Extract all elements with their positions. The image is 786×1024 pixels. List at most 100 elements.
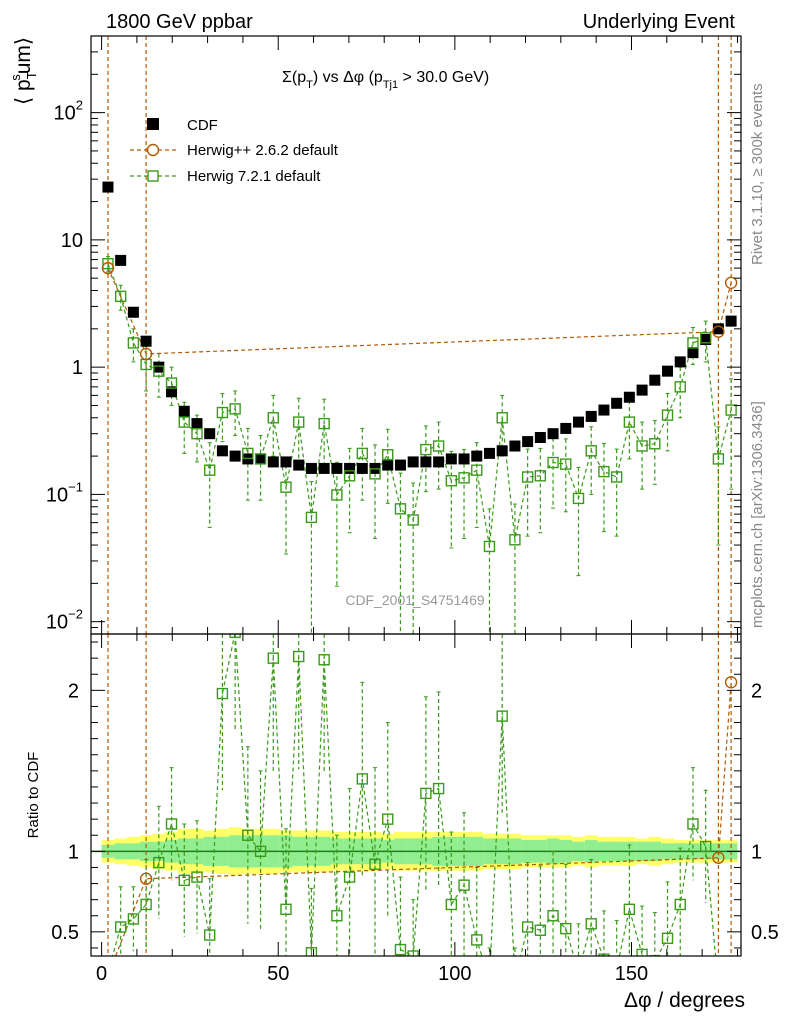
- cdf-data-point: [534, 431, 546, 443]
- herwig7-ratio-point: [484, 975, 494, 985]
- cdf-data-point: [509, 440, 521, 452]
- herwig7-point: [229, 403, 241, 415]
- herwig7-point: [687, 337, 699, 349]
- herwig7-point: [102, 257, 114, 270]
- herwig7-point: [420, 443, 432, 456]
- ratio-y-tick-label: 1: [68, 841, 79, 863]
- herwig7-ratio-point: [178, 874, 190, 887]
- cdf-data-point: [115, 254, 127, 266]
- herwig7-ratio-point: [636, 948, 648, 956]
- herwig7-point: [521, 471, 534, 483]
- herwig7-ratio-point: [649, 955, 661, 956]
- herwig7-point: [318, 417, 330, 430]
- herwig7-ratio-point: [534, 924, 547, 936]
- herwig7-ratio-point: [382, 813, 394, 825]
- cdf-data-point: [674, 356, 686, 368]
- herwig7-ratio-point: [598, 953, 610, 956]
- herwigpp-point: [101, 261, 115, 275]
- herwig7-point: [610, 471, 623, 483]
- herwig7-ratio-point: [140, 898, 152, 911]
- ratio-y-tick-label: 0.5: [51, 922, 79, 944]
- main-clipped-content: [101, 36, 738, 634]
- cdf-data-point: [649, 374, 661, 386]
- cdf-data-point: [458, 453, 470, 465]
- tick-base: 10: [46, 612, 68, 634]
- herwig7-point: [280, 481, 292, 493]
- main-ylabel-sub: T: [24, 71, 39, 79]
- cdf-data-point: [700, 333, 712, 345]
- x-axis-title: Δφ / degrees: [624, 989, 745, 1012]
- cdf-data-point: [204, 428, 216, 440]
- cdf-data-point: [420, 456, 432, 468]
- tick-exponent: 2: [76, 98, 83, 113]
- main-title: Σ(pT) vs Δφ (pTj1 > 30.0 GeV): [282, 69, 489, 91]
- herwig7-point: [636, 440, 648, 452]
- ratio-y-tick-label-right: 0.5: [751, 922, 779, 944]
- ratio-clipped-content: [91, 634, 741, 985]
- header-right: Underlying Event: [583, 11, 736, 33]
- cdf-data-point: [598, 404, 610, 416]
- header-left: 1800 GeV ppbar: [106, 11, 253, 33]
- herwig7-point: [445, 475, 458, 487]
- herwig7-ratio-point: [242, 829, 254, 841]
- main-y-tick-label: 10−1: [46, 479, 83, 506]
- cdf-data-point: [522, 436, 534, 448]
- main-y-tick-label: 10: [61, 230, 83, 252]
- herwig7-point: [458, 472, 470, 484]
- herwig7-point: [699, 332, 712, 344]
- cdf-data-point: [178, 405, 190, 417]
- herwig7-ratio-point: [356, 773, 369, 785]
- herwig7-point: [534, 470, 547, 482]
- cdf-data-point: [496, 445, 508, 457]
- main-title-end: > 30.0 GeV): [398, 69, 489, 86]
- cdf-data-point: [662, 365, 674, 377]
- herwig7-ratio-point: [254, 845, 267, 858]
- cdf-data-point: [318, 462, 330, 474]
- cdf-data-point: [560, 422, 572, 434]
- mcplots-label: mcplots.cern.ch [arXiv:1306.3436]: [749, 401, 766, 628]
- herwigpp-point: [712, 325, 725, 338]
- ratio-y-tick-label-right: 1: [751, 841, 762, 863]
- herwig7-point: [598, 465, 610, 478]
- herwig7-ratio-point: [229, 634, 241, 639]
- herwig7-ratio-point: [471, 934, 483, 946]
- x-tick-label: 100: [438, 963, 471, 985]
- herwig7-point: [382, 449, 394, 461]
- herwig7-ratio-point: [445, 898, 458, 911]
- herwig7-point: [560, 458, 572, 470]
- herwig7-point: [293, 416, 305, 428]
- cdf-data-point: [725, 315, 737, 327]
- x-tick-label: 50: [267, 963, 289, 985]
- herwig7-point: [216, 406, 229, 419]
- herwig7-point: [471, 464, 483, 476]
- cdf-data-point: [293, 459, 305, 471]
- cdf-data-point: [153, 361, 165, 373]
- main-title-sub2: Tj1: [383, 79, 398, 91]
- main-ylabel-sup: s: [8, 74, 23, 81]
- cdf-data-point: [445, 453, 457, 465]
- herwigpp-ratio-point: [139, 872, 153, 885]
- ratio-y-tick-label-right: 2: [751, 680, 762, 702]
- herwig7-point: [547, 456, 559, 469]
- herwig7-point: [661, 409, 674, 421]
- main-y-tick-label: 10−2: [46, 607, 83, 634]
- herwig7-point: [432, 440, 445, 452]
- herwig7-ratio-point: [432, 782, 445, 795]
- main-ylabel-open: ⟨ p: [12, 79, 35, 105]
- herwigpp-point: [724, 276, 738, 289]
- herwig7-point: [585, 445, 597, 457]
- cdf-data-point: [585, 410, 597, 422]
- cdf-data-point: [573, 416, 584, 428]
- cdf-data-point: [356, 462, 368, 474]
- herwig7-ratio-point: [216, 687, 229, 700]
- tick-base: 10: [61, 230, 83, 252]
- main-y-tick-label: 1: [72, 357, 83, 379]
- herwig7-ratio-point: [318, 654, 330, 666]
- herwig7-point: [649, 438, 661, 450]
- main-title-sub1: T: [306, 79, 313, 91]
- herwig7-point: [165, 377, 178, 389]
- herwig7-ratio-point: [674, 898, 686, 911]
- herwig7-ratio-point: [687, 818, 699, 830]
- cdf-data-point: [280, 456, 292, 468]
